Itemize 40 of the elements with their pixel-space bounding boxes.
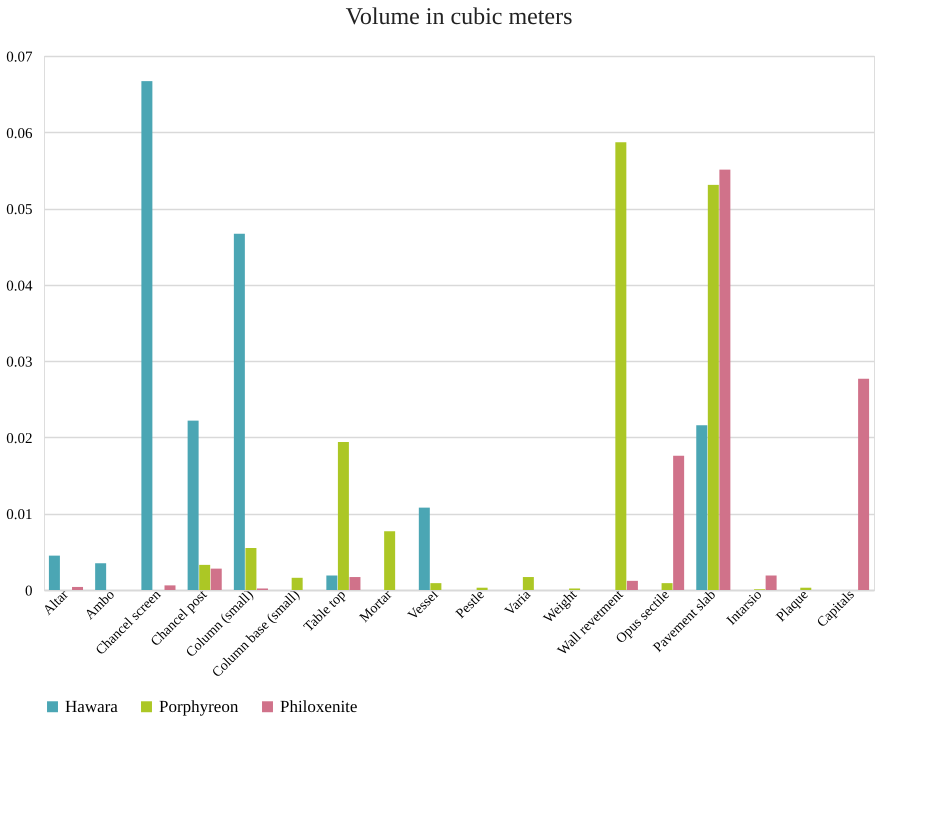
bar: [522, 577, 534, 590]
bar: [662, 583, 673, 590]
bar: [430, 583, 442, 590]
bar: [626, 580, 638, 590]
bar: [384, 531, 396, 590]
legend-label: Hawara: [65, 696, 118, 716]
legend-label: Porphyreon: [159, 696, 239, 716]
bar: [326, 576, 338, 590]
y-tick-label: 0.06: [6, 126, 33, 142]
bar: [708, 184, 719, 590]
bar: [673, 456, 684, 590]
bar: [245, 548, 256, 590]
bar: [292, 578, 303, 590]
bar: [234, 234, 245, 590]
bar: [199, 564, 210, 590]
y-tick-label: 0.02: [6, 430, 32, 447]
y-tick-label: 0: [25, 584, 32, 600]
bar: [210, 568, 222, 590]
bar: [72, 586, 84, 590]
y-tick-label: 0.07: [6, 50, 33, 66]
legend-label: Philoxenite: [280, 696, 358, 716]
bar: [48, 556, 60, 590]
y-tick-label: 0.03: [6, 354, 32, 371]
y-tick-label: 0.01: [6, 507, 32, 524]
x-tick-label: Varia: [502, 587, 535, 620]
bar: [858, 378, 870, 590]
bar: [338, 442, 349, 590]
y-tick-label: 0.04: [6, 278, 33, 294]
bar: [766, 576, 777, 590]
bar: [615, 142, 626, 590]
bar: [719, 170, 730, 590]
bar: [418, 508, 430, 590]
bar: [95, 563, 106, 590]
bar: [696, 425, 708, 590]
y-tick-label: 0.05: [6, 202, 32, 218]
bar: [164, 585, 176, 590]
chart-title: Volume in cubic meters: [346, 4, 572, 30]
bar: [188, 420, 199, 590]
bar: [349, 577, 360, 590]
bar: [141, 81, 152, 590]
